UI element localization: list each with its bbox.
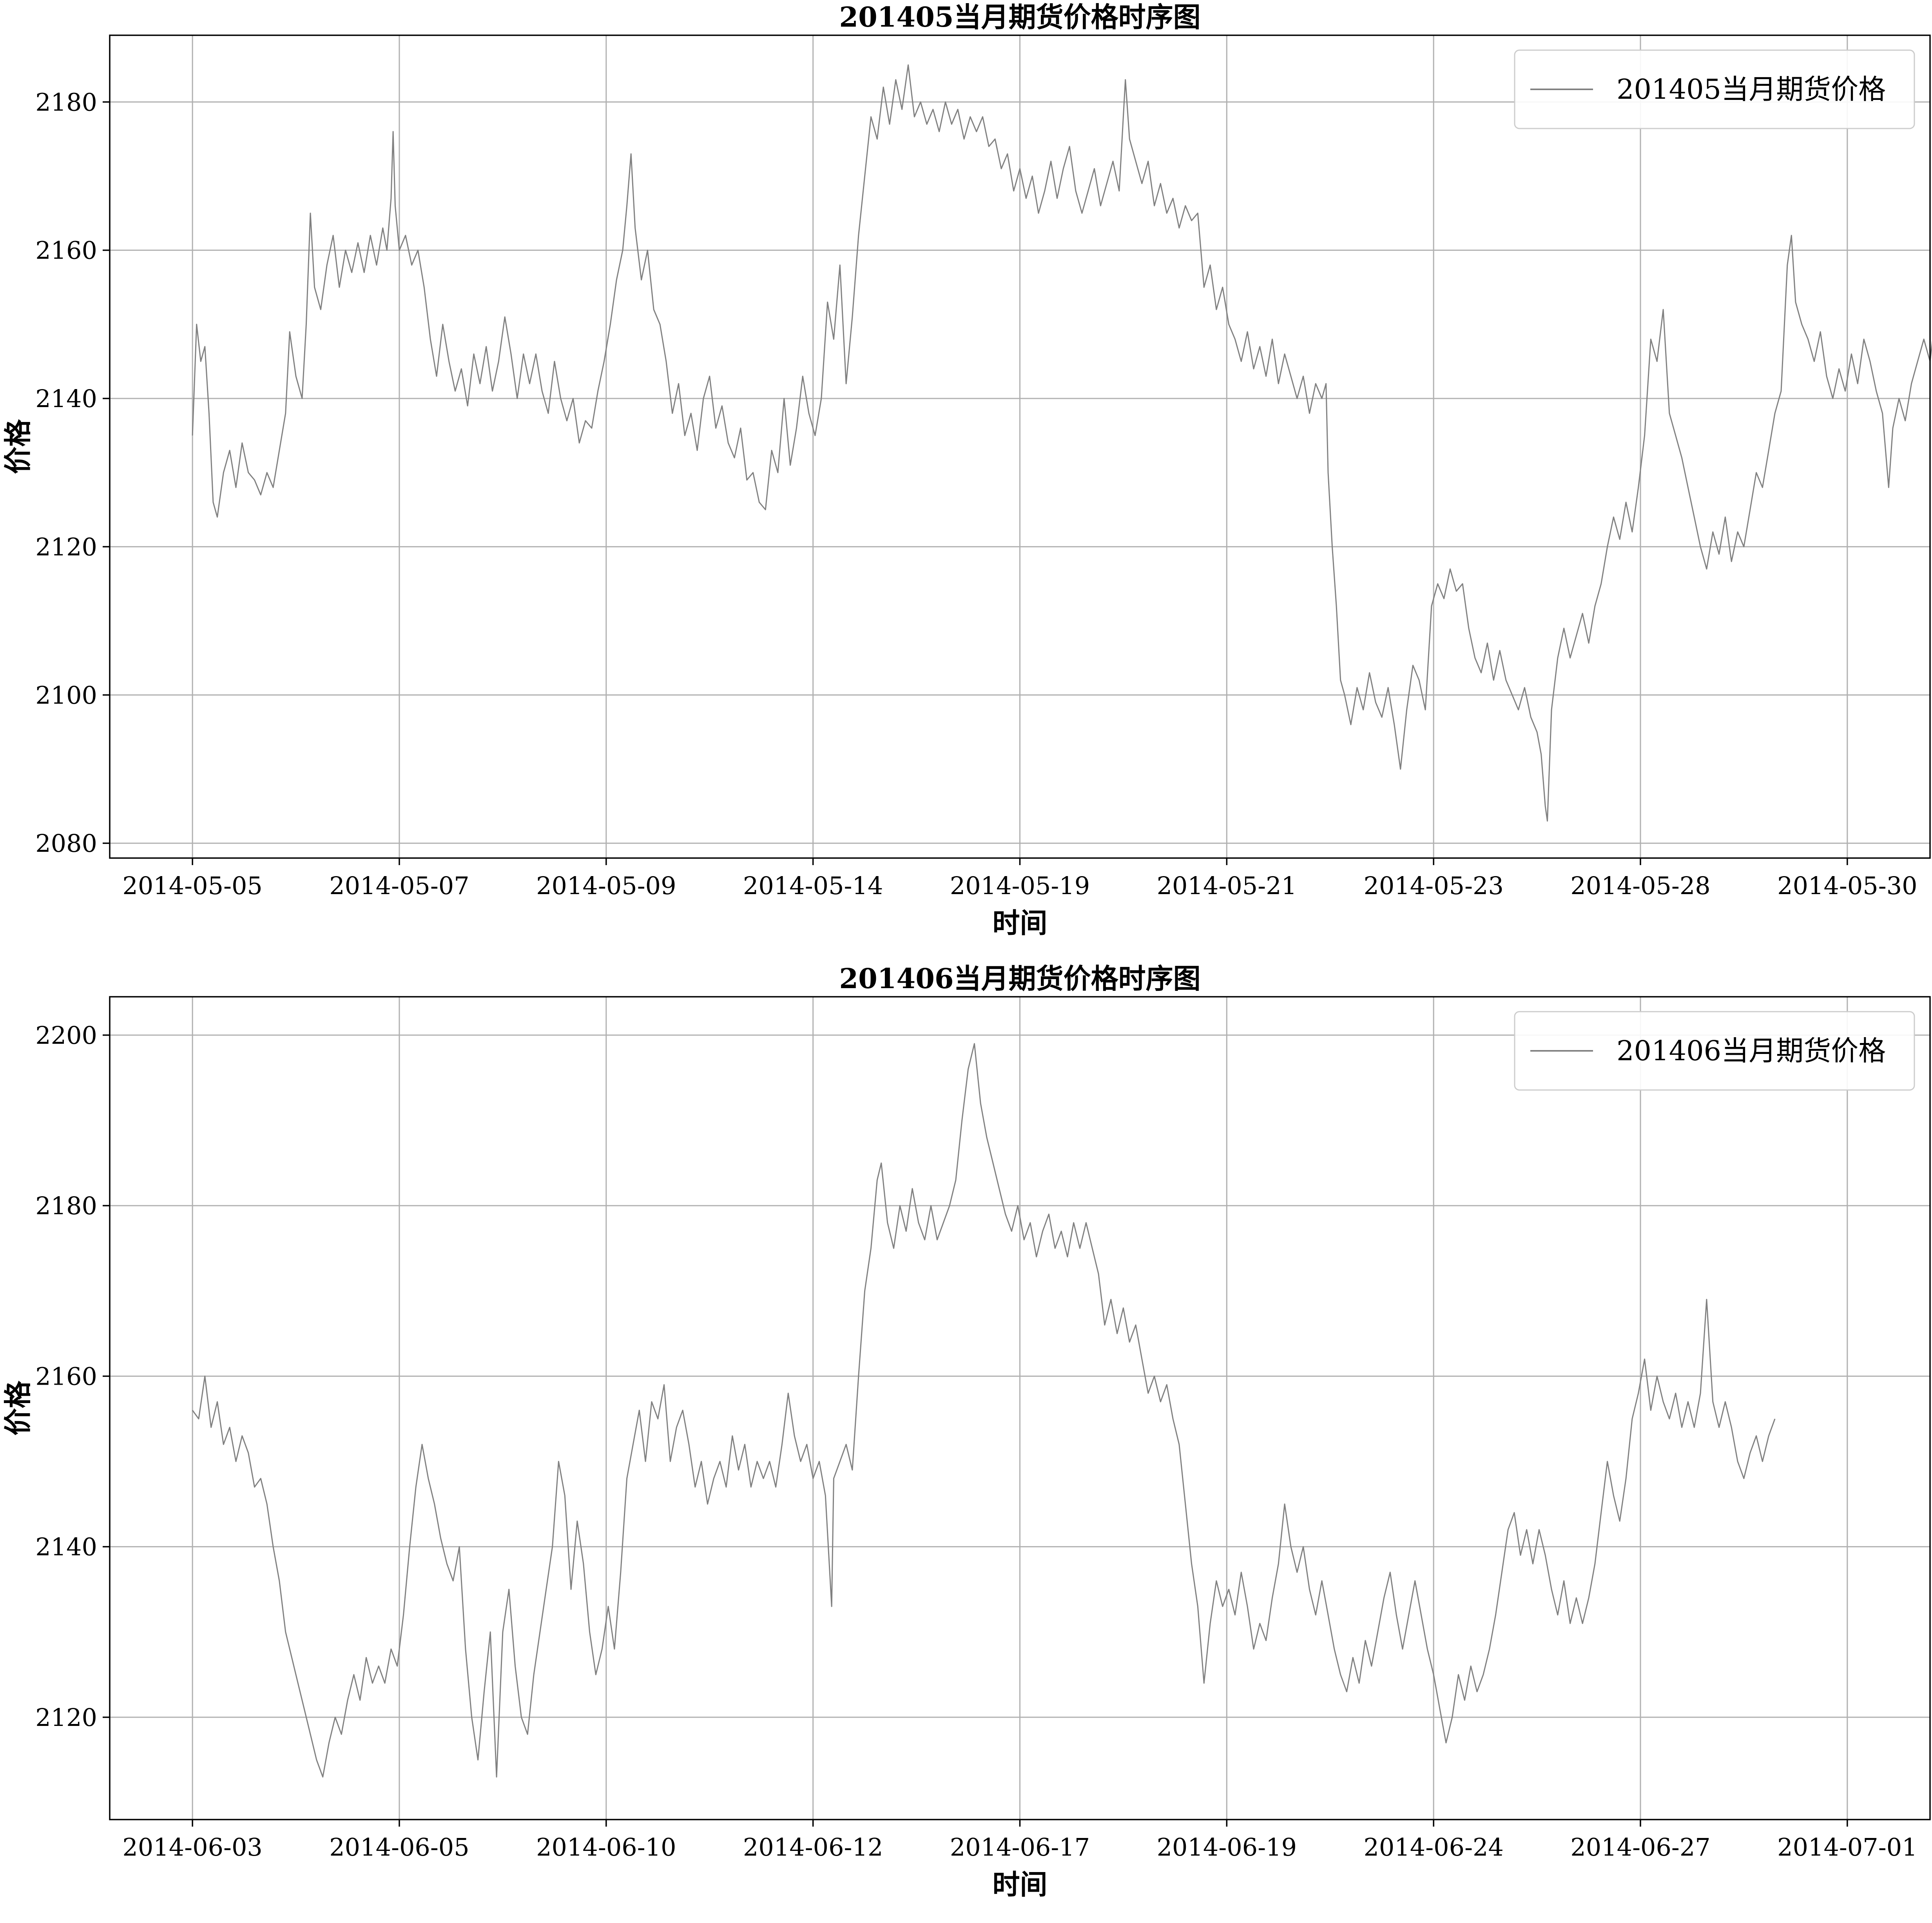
chart-1-y-tick-label: 2160 — [35, 1362, 97, 1391]
chart-0-y-tick-label: 2120 — [35, 532, 97, 561]
chart-0-y-tick-label: 2180 — [35, 88, 97, 116]
chart-svg-201405: 201405当月期货价格时序图 2014-05-05 2014-05-07 2014-… — [2, 1, 1932, 939]
chart-0-x-axis-label: 时间 — [993, 907, 1048, 939]
chart-0-y-axis-label: 价格 — [2, 419, 34, 474]
chart-0-title: 201405当月期货价格时序图 — [839, 1, 1200, 33]
chart-1-x-tick-label: 2014-06-27 — [1570, 1833, 1710, 1861]
chart-0-y-tick-label: 2160 — [35, 236, 97, 265]
chart-1-y-tick-label: 2140 — [35, 1533, 97, 1561]
chart-0-legend-label: 201405当月期货价格 — [1617, 73, 1886, 105]
chart-0-x-tick-label: 2014-05-07 — [329, 871, 469, 900]
chart-0-legend-box — [1514, 49, 1915, 129]
chart-0-x-tick-label: 2014-05-14 — [743, 871, 883, 900]
chart-0-x-tick-label: 2014-05-21 — [1157, 871, 1297, 900]
chart-0-x-tick-label: 2014-05-23 — [1363, 871, 1503, 900]
chart-1-legend-label: 201406当月期货价格 — [1617, 1035, 1886, 1067]
chart-0-x-tick-label: 2014-05-19 — [950, 871, 1090, 900]
chart-1-y-tick-label: 2180 — [35, 1191, 97, 1220]
chart-1-y-tick-label: 2120 — [35, 1703, 97, 1732]
chart-1-x-tick-label: 2014-07-01 — [1777, 1833, 1917, 1861]
chart-0-y-tick-label: 2100 — [35, 681, 97, 710]
chart-0-x-tick-label: 2014-05-05 — [122, 871, 262, 900]
chart-0-x-tick-label: 2014-05-28 — [1570, 871, 1710, 900]
chart-1-x-tick-label: 2014-06-05 — [329, 1833, 469, 1861]
chart-0-y-tick-label: 2080 — [35, 829, 97, 858]
chart-1-series-line-0 — [192, 1043, 1776, 1778]
chart-1-x-tick-label: 2014-06-03 — [122, 1833, 262, 1861]
chart-1-title: 201406当月期货价格时序图 — [839, 962, 1200, 995]
chart-1-y-tick-label: 2200 — [35, 1021, 97, 1050]
chart-0-x-tick-label: 2014-05-09 — [536, 871, 676, 900]
chart-1-x-tick-label: 2014-06-10 — [536, 1833, 676, 1861]
chart-1-x-tick-label: 2014-06-19 — [1157, 1833, 1297, 1861]
chart-1-x-tick-label: 2014-06-24 — [1363, 1833, 1503, 1861]
chart-0-x-tick-label: 2014-05-30 — [1777, 871, 1917, 900]
chart-0-y-tick-label: 2140 — [35, 384, 97, 413]
chart-svg-201406: 201406当月期货价格时序图 2014-06-03 2014-06-05 2014-… — [2, 962, 1931, 1901]
chart-1-x-tick-label: 2014-06-17 — [950, 1833, 1090, 1861]
chart-panel-201406: 201406当月期货价格时序图 2014-06-03 2014-06-05 2014-… — [0, 962, 1932, 1923]
chart-1-x-axis-label: 时间 — [993, 1868, 1048, 1901]
chart-1-legend-box — [1514, 1011, 1915, 1091]
chart-panel-201405: 201405当月期货价格时序图 2014-05-05 2014-05-07 2014-… — [2, 1, 1932, 939]
chart-1-y-axis-label: 价格 — [2, 1380, 34, 1436]
chart-1-x-tick-label: 2014-06-12 — [743, 1833, 883, 1861]
chart-0-series-line-0 — [192, 64, 1932, 822]
